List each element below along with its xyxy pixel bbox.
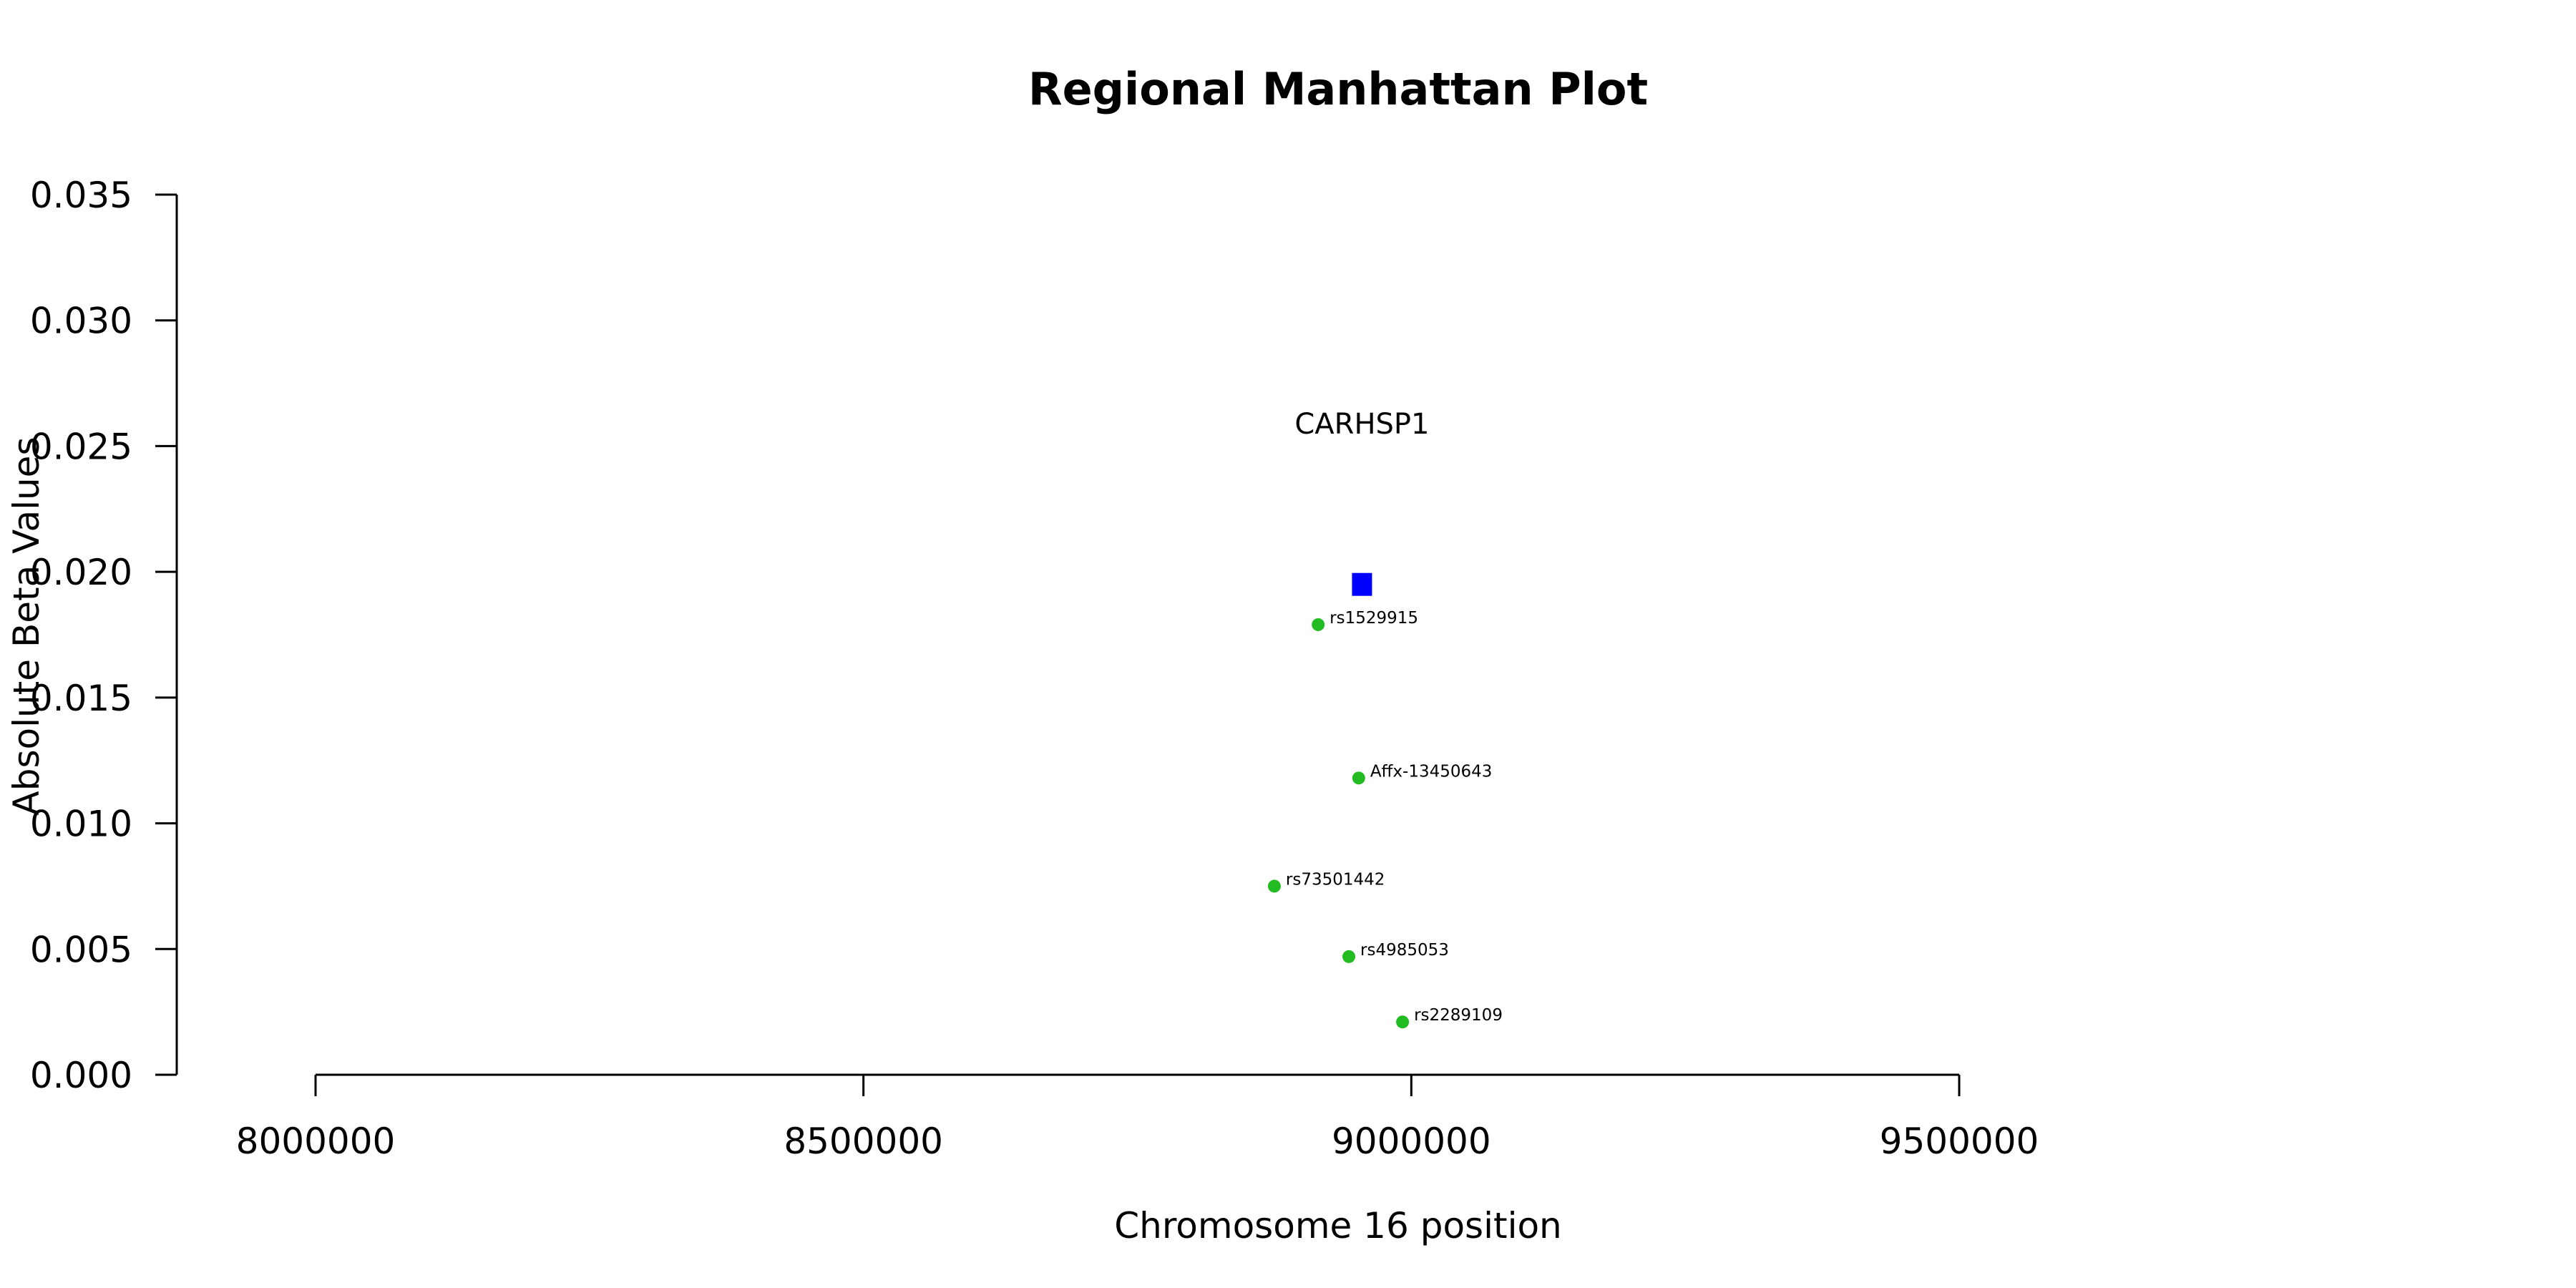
snp-label: Affx-13450643	[1370, 762, 1493, 781]
y-tick-label: 0.030	[30, 301, 132, 342]
snp-point	[1267, 879, 1281, 893]
y-tick-label: 0.025	[30, 426, 132, 467]
y-tick-label: 0.000	[30, 1055, 132, 1096]
x-tick-label: 8000000	[236, 1121, 396, 1162]
snp-point	[1396, 1015, 1410, 1029]
y-axis-label: Absolute Beta Values	[6, 437, 47, 816]
snp-point	[1312, 618, 1325, 631]
snp-label: rs2289109	[1414, 1006, 1503, 1025]
x-tick-label: 9000000	[1332, 1121, 1491, 1162]
points-layer: rs1529915 Affx-13450643 rs73501442 rs498505…	[1267, 609, 1503, 1029]
x-axis-label: Chromosome 16 position	[1114, 1205, 1562, 1246]
chart-title: Regional Manhattan Plot	[1028, 63, 1648, 115]
gene-layer: CARHSP1	[1294, 408, 1429, 596]
snp-point	[1342, 950, 1356, 963]
x-axis: 8000000 8500000 9000000 9500000	[236, 1073, 2039, 1162]
y-tick-label: 0.005	[30, 929, 132, 970]
y-tick-label: 0.010	[30, 804, 132, 845]
snp-label: rs73501442	[1286, 870, 1385, 889]
x-tick-label: 9500000	[1880, 1121, 2039, 1162]
gene-label: CARHSP1	[1294, 408, 1429, 441]
y-tick-label: 0.015	[30, 678, 132, 719]
y-tick-label: 0.020	[30, 552, 132, 593]
x-tick-label: 8500000	[784, 1121, 943, 1162]
snp-label: rs4985053	[1360, 941, 1449, 960]
snp-label: rs1529915	[1330, 609, 1418, 628]
y-tick-label: 0.035	[30, 175, 132, 216]
gene-marker	[1352, 572, 1372, 596]
snp-point	[1352, 771, 1365, 785]
y-axis: 0.000 0.005 0.010 0.015 0.020 0.025 0.030 0.035	[30, 175, 178, 1096]
